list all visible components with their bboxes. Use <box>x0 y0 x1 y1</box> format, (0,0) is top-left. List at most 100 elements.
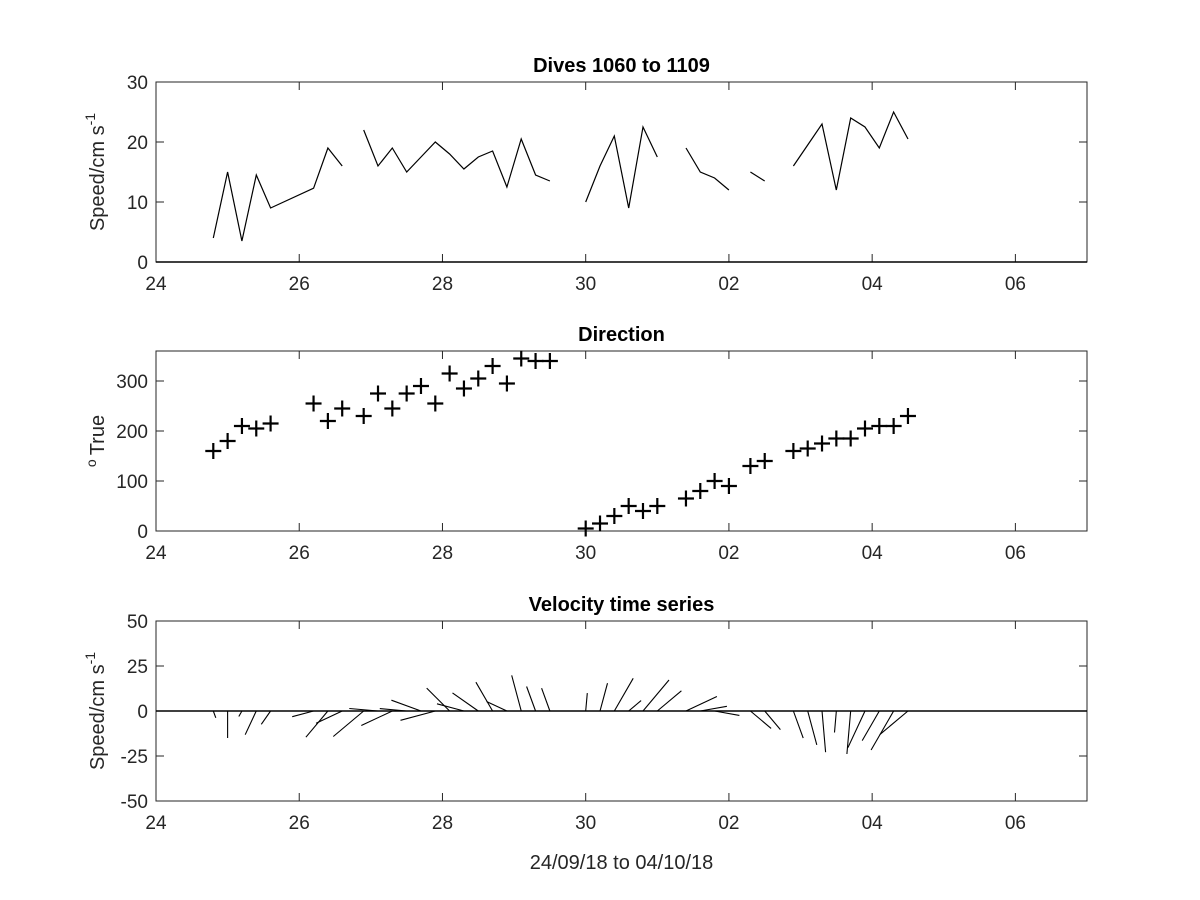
x-tick-label: 28 <box>432 813 453 834</box>
velocity-stick <box>511 675 522 712</box>
velocity-stick <box>846 710 852 755</box>
direction-point <box>706 473 723 489</box>
velocity-stick <box>613 678 634 712</box>
direction-point <box>319 413 336 429</box>
y-tick-label: 50 <box>127 612 148 633</box>
velocity-stick <box>750 710 772 729</box>
direction-point <box>899 408 916 424</box>
direction-point <box>885 418 902 434</box>
direction-point <box>606 508 623 524</box>
y-tick-label: 25 <box>127 657 148 678</box>
x-tick-label: 26 <box>289 274 310 295</box>
direction-point <box>233 418 250 434</box>
velocity-stick <box>833 710 837 733</box>
y-axis-label: Speed/cm s-1 <box>82 113 109 231</box>
x-tick-label: 30 <box>575 543 596 564</box>
velocity-stick <box>436 703 465 712</box>
speed-line-segment-1 <box>212 146 343 242</box>
velocity-stick <box>656 690 682 712</box>
direction-point <box>219 433 236 449</box>
velocity-stick <box>244 710 257 735</box>
velocity-stick <box>391 699 422 712</box>
velocity-stick <box>486 701 508 712</box>
direction-point <box>412 378 429 394</box>
x-tick-label: 02 <box>718 813 739 834</box>
y-tick-label: 30 <box>127 73 148 94</box>
velocity-stick <box>879 710 909 736</box>
velocity-stick <box>305 710 329 738</box>
panel-title: Dives 1060 to 1109 <box>533 55 710 77</box>
panel-title: Direction <box>578 324 665 346</box>
direction-point <box>742 458 759 474</box>
x-tick-label: 02 <box>718 274 739 295</box>
x-tick-label: 24 <box>145 543 167 564</box>
velocity-stick <box>260 710 272 725</box>
velocity-stick <box>526 686 537 712</box>
velocity-stick <box>541 688 551 712</box>
velocity-stick <box>238 710 243 717</box>
direction-point <box>484 358 501 374</box>
direction-point <box>513 350 530 367</box>
speed-line-segment-4 <box>685 147 730 191</box>
panel-title: Velocity time series <box>529 594 715 616</box>
direction-point <box>398 385 415 402</box>
x-tick-label: 30 <box>575 813 596 834</box>
direction-point <box>692 483 709 499</box>
velocity-stick <box>400 710 436 721</box>
velocity-stick <box>475 681 494 712</box>
velocity-stick <box>642 679 670 712</box>
velocity-stick <box>807 710 818 746</box>
x-tick-label: 26 <box>289 813 310 834</box>
y-axis-label-superscript: -1 <box>82 113 98 126</box>
speed-line-segment-5 <box>750 171 766 182</box>
direction-point <box>842 430 859 447</box>
direction-point <box>370 385 387 402</box>
x-tick-label: 30 <box>575 274 596 295</box>
y-axis-label-prefix: o <box>83 459 99 467</box>
velocity-stick <box>628 700 642 712</box>
y-axis-label-text: Speed/cm s <box>87 664 109 770</box>
axes-box <box>155 350 1088 532</box>
speed-line-segment-6 <box>792 110 909 191</box>
direction-point <box>856 420 873 437</box>
velocity-stick <box>861 710 880 741</box>
direction-point <box>527 353 544 369</box>
direction-point <box>355 408 372 424</box>
y-tick-label: -25 <box>121 747 148 768</box>
direction-point <box>427 395 444 412</box>
x-tick-label: 24 <box>145 274 167 295</box>
velocity-stick <box>426 687 451 712</box>
direction-point <box>814 435 831 452</box>
velocity-stick <box>332 710 365 737</box>
panel-3: Velocity time series 24 26 28 30 02 04 06 -50 -25… <box>82 594 1088 874</box>
y-axis-label: o True <box>83 415 109 467</box>
y-axis-label-superscript: -1 <box>82 652 98 665</box>
velocity-stick <box>700 705 727 712</box>
x-tick-label: 02 <box>718 543 739 564</box>
direction-point <box>785 443 802 459</box>
direction-point <box>577 520 594 537</box>
velocity-stick <box>685 696 718 712</box>
direction-point <box>470 370 487 387</box>
panel-1: Dives 1060 to 1109 24 26 28 30 02 04 06 0 10 20 30 S… <box>82 55 1088 295</box>
y-axis-label-text: True <box>87 415 109 455</box>
velocity-stick <box>361 710 393 726</box>
velocity-stick <box>599 683 609 712</box>
velocity-stick <box>212 710 217 718</box>
direction-point <box>649 498 666 514</box>
direction-point <box>871 418 888 434</box>
direction-point <box>384 400 401 417</box>
direction-point <box>799 440 816 457</box>
direction-point <box>620 498 637 514</box>
direction-point <box>441 365 458 382</box>
x-tick-label: 26 <box>289 543 310 564</box>
x-axis-label: 24/09/18 to 04/10/18 <box>530 852 714 874</box>
velocity-stick <box>764 710 781 730</box>
velocity-stick <box>714 710 740 716</box>
y-tick-label: 200 <box>116 422 148 443</box>
velocity-stick <box>821 710 827 753</box>
direction-point <box>828 430 845 447</box>
y-tick-label: 10 <box>127 193 148 214</box>
velocity-stick <box>349 707 379 712</box>
y-axis-label-text: Speed/cm s <box>87 125 109 231</box>
